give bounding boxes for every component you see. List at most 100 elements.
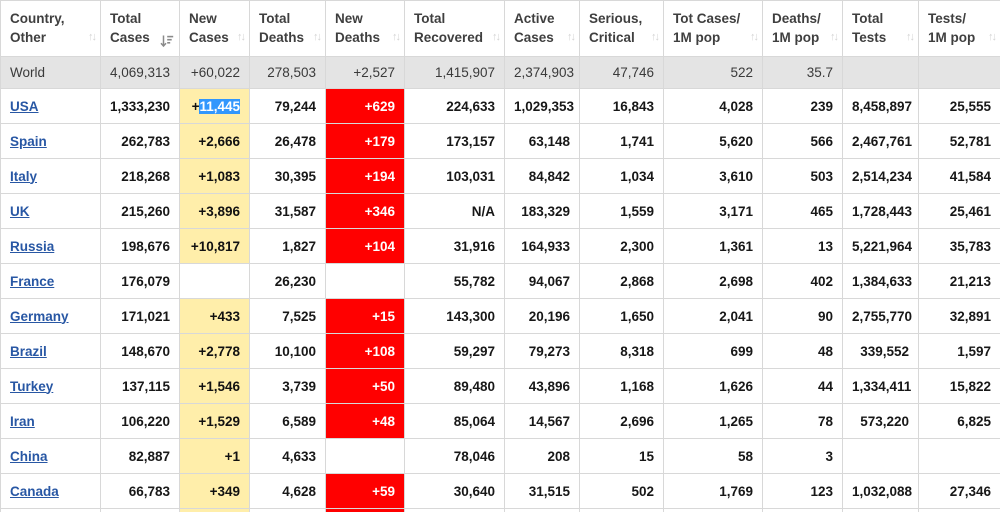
cell-serious-critical: 16,843 bbox=[579, 88, 664, 124]
cell-country: Germany bbox=[0, 298, 101, 334]
cell-new-deaths: +15 bbox=[325, 298, 405, 334]
cell-tests-per-1m: 25,555 bbox=[918, 88, 1000, 124]
cell-cases-per-1m: 3,610 bbox=[663, 158, 763, 194]
cell-total-recovered: 78,046 bbox=[404, 438, 505, 474]
sort-arrows-icon: ↑↓ bbox=[750, 31, 759, 43]
col-header-deaths-per-1m[interactable]: Deaths/1M pop ↑↓ bbox=[762, 0, 843, 57]
country-link[interactable]: USA bbox=[10, 98, 39, 114]
cell-cases-per-1m: 699 bbox=[663, 333, 763, 369]
cell-total-deaths: 4,628 bbox=[249, 473, 326, 509]
col-header-new-deaths[interactable]: New Deaths ↑↓ bbox=[325, 0, 405, 57]
cell-cases-per-1m bbox=[663, 508, 763, 512]
col-header-new-cases[interactable]: New Cases ↑↓ bbox=[179, 0, 250, 57]
table-row: Germany 171,021 +433 7,525 +15 143,300 20,196 1… bbox=[0, 298, 1000, 334]
cell-new-cases: +3,896 bbox=[179, 193, 250, 229]
col-header-serious-critical[interactable]: Serious, Critical ↑↓ bbox=[579, 0, 664, 57]
cell-total-cases: 148,670 bbox=[100, 333, 180, 369]
sort-arrows-icon: ↑↓ bbox=[237, 31, 246, 43]
col-header-label: New Deaths bbox=[335, 11, 381, 45]
cell-new-deaths: +2,527 bbox=[325, 56, 405, 89]
cell-serious-critical: 1,650 bbox=[579, 298, 664, 334]
cell-active-cases: 183,329 bbox=[504, 193, 580, 229]
cell-total-cases: 106,220 bbox=[100, 403, 180, 439]
cell-total-recovered: 224,633 bbox=[404, 88, 505, 124]
cell-total-recovered bbox=[404, 508, 505, 512]
col-header-total-cases[interactable]: Total Cases bbox=[100, 0, 180, 57]
cell-deaths-per-1m: 3 bbox=[762, 438, 843, 474]
cell-new-deaths: +346 bbox=[325, 193, 405, 229]
cell-cases-per-1m: 5,620 bbox=[663, 123, 763, 159]
cell-new-cases: +10,817 bbox=[179, 228, 250, 264]
sort-arrows-icon: ↑↓ bbox=[988, 31, 997, 43]
cell-total-recovered: 85,064 bbox=[404, 403, 505, 439]
selected-text: 11,445 bbox=[199, 98, 240, 114]
cell-new-cases: +2,666 bbox=[179, 123, 250, 159]
cell-total-cases: 171,021 bbox=[100, 298, 180, 334]
cell-new-cases: +1 bbox=[179, 438, 250, 474]
cell-active-cases: 63,148 bbox=[504, 123, 580, 159]
cell-tests-per-1m bbox=[918, 56, 1000, 89]
table-row: China 82,887 +1 4,633 78,046 208 15 58 3 bbox=[0, 438, 1000, 474]
sort-arrows-icon: ↑↓ bbox=[651, 31, 660, 43]
cell-tests-per-1m bbox=[918, 438, 1000, 474]
cell-total-cases bbox=[100, 508, 180, 512]
cell-serious-critical: 2,300 bbox=[579, 228, 664, 264]
cell-new-cases: +1,083 bbox=[179, 158, 250, 194]
cell-total-tests: 339,552 bbox=[842, 333, 919, 369]
country-link[interactable]: France bbox=[10, 273, 55, 289]
col-header-total-deaths[interactable]: Total Deaths ↑↓ bbox=[249, 0, 326, 57]
cell-active-cases: 164,933 bbox=[504, 228, 580, 264]
cell-new-cases: +433 bbox=[179, 298, 250, 334]
cell-total-cases: 215,260 bbox=[100, 193, 180, 229]
cell-deaths-per-1m: 239 bbox=[762, 88, 843, 124]
cell-active-cases: 2,374,903 bbox=[504, 56, 580, 89]
table-row: Russia 198,676 +10,817 1,827 +104 31,916 164,9… bbox=[0, 228, 1000, 264]
cell-deaths-per-1m: 402 bbox=[762, 263, 843, 299]
cell-active-cases: 14,567 bbox=[504, 403, 580, 439]
cell-new-cases: +2,778 bbox=[179, 333, 250, 369]
country-link[interactable]: Spain bbox=[10, 133, 47, 149]
country-link[interactable]: China bbox=[10, 448, 48, 464]
cell-tests-per-1m bbox=[918, 508, 1000, 512]
col-header-label: Total Cases bbox=[110, 11, 150, 45]
cell-total-cases: 4,069,313 bbox=[100, 56, 180, 89]
table-row: Iran 106,220 +1,529 6,589 +48 85,064 14,567 2,6… bbox=[0, 403, 1000, 439]
col-header-label: Total Deaths bbox=[259, 11, 305, 45]
cell-total-deaths: 3,739 bbox=[249, 368, 326, 404]
col-header-country[interactable]: Country, Other ↑↓ bbox=[0, 0, 101, 57]
table-row: Italy 218,268 +1,083 30,395 +194 103,031 84,84… bbox=[0, 158, 1000, 194]
col-header-total-recovered[interactable]: Total Recovered ↑↓ bbox=[404, 0, 505, 57]
cell-total-cases: 198,676 bbox=[100, 228, 180, 264]
country-link[interactable]: Brazil bbox=[10, 343, 47, 359]
cell-new-cases bbox=[179, 508, 250, 512]
col-header-tests-per-1m[interactable]: Tests/1M pop ↑↓ bbox=[918, 0, 1000, 57]
cell-total-cases: 66,783 bbox=[100, 473, 180, 509]
country-link[interactable]: Iran bbox=[10, 413, 35, 429]
col-header-active-cases[interactable]: Active Cases ↑↓ bbox=[504, 0, 580, 57]
col-header-label: Total Tests bbox=[852, 11, 887, 45]
table-row: USA 1,333,230 +11,445 79,244 +629 224,633 1,02… bbox=[0, 88, 1000, 124]
cell-total-tests: 1,384,633 bbox=[842, 263, 919, 299]
col-header-total-tests[interactable]: Total Tests ↑↓ bbox=[842, 0, 919, 57]
country-link[interactable]: Turkey bbox=[10, 378, 54, 394]
table-row: Brazil 148,670 +2,778 10,100 +108 59,297 79,27… bbox=[0, 333, 1000, 369]
cell-total-deaths: 1,827 bbox=[249, 228, 326, 264]
cell-total-deaths: 4,633 bbox=[249, 438, 326, 474]
cell-cases-per-1m: 1,361 bbox=[663, 228, 763, 264]
cell-country: Iran bbox=[0, 403, 101, 439]
col-header-cases-per-1m[interactable]: Tot Cases/1M pop ↑↓ bbox=[663, 0, 763, 57]
table-row: France 176,079 26,230 55,782 94,067 2,868 2,69… bbox=[0, 263, 1000, 299]
country-link[interactable]: Italy bbox=[10, 168, 38, 184]
country-link[interactable]: Germany bbox=[10, 308, 69, 324]
cell-total-recovered: 103,031 bbox=[404, 158, 505, 194]
cell-cases-per-1m: 522 bbox=[663, 56, 763, 89]
cell-total-cases: 262,783 bbox=[100, 123, 180, 159]
col-header-label: Serious, Critical bbox=[589, 11, 643, 45]
country-link[interactable]: UK bbox=[10, 203, 30, 219]
world-label: World bbox=[10, 65, 46, 80]
cell-new-deaths bbox=[325, 438, 405, 474]
cell-country: Spain bbox=[0, 123, 101, 159]
country-link[interactable]: Canada bbox=[10, 483, 59, 499]
cell-new-deaths: +629 bbox=[325, 88, 405, 124]
country-link[interactable]: Russia bbox=[10, 238, 55, 254]
